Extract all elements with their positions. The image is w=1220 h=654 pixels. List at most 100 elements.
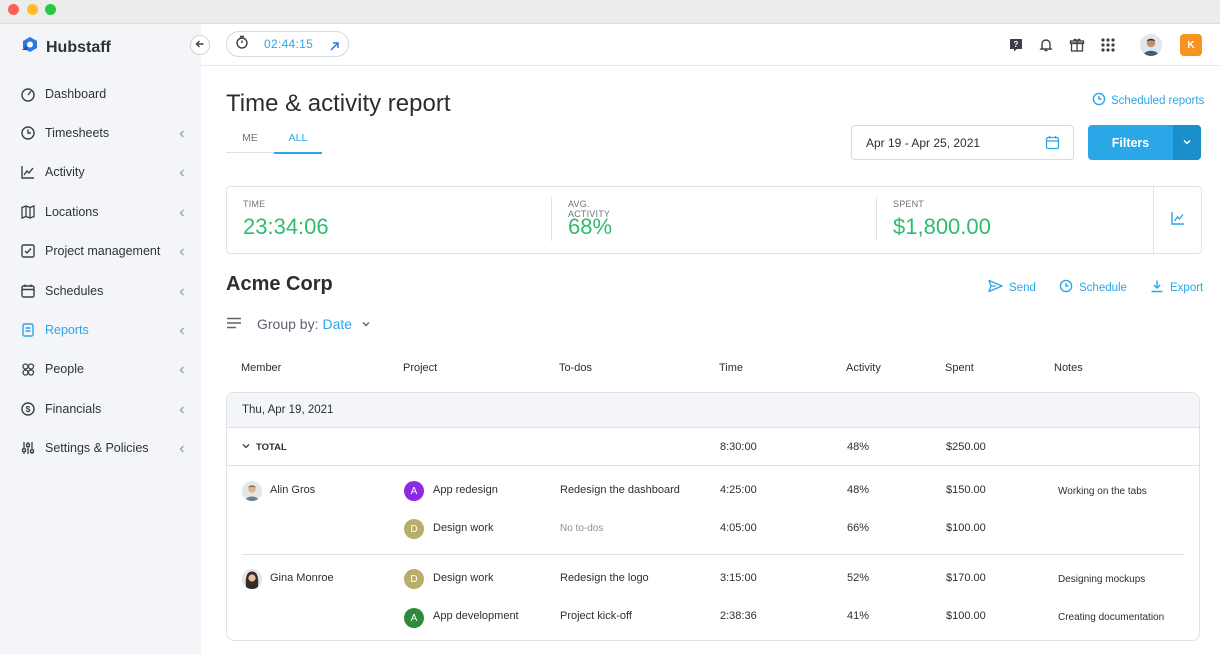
divider (876, 197, 877, 241)
collapse-sidebar-button[interactable] (190, 35, 210, 55)
sidebar-item-label: Dashboard (45, 86, 107, 101)
todo-name[interactable]: Redesign the logo (560, 572, 649, 584)
chevron-left-icon (177, 286, 187, 300)
list-icon (226, 316, 242, 332)
sidebar-item-activity[interactable]: Activity (0, 153, 201, 192)
todo-name[interactable]: Redesign the dashboard (560, 484, 680, 496)
sidebar-item-reports[interactable]: Reports (0, 310, 201, 349)
column-header-project[interactable]: Project (403, 362, 438, 374)
chevron-down-icon (361, 316, 371, 332)
sidebar-item-settings-policies[interactable]: Settings & Policies (0, 429, 201, 468)
column-header-time[interactable]: Time (719, 362, 744, 374)
apps-grid-icon[interactable] (1099, 36, 1117, 54)
row-time: 2:38:36 (720, 610, 757, 622)
chevron-left-icon (177, 246, 187, 260)
clock-icon (1092, 92, 1106, 109)
column-header-spent[interactable]: Spent (945, 362, 974, 374)
bell-icon[interactable] (1037, 36, 1055, 54)
total-label: TOTAL (256, 442, 287, 453)
sidebar-item-schedules[interactable]: Schedules (0, 271, 201, 310)
day-label: Thu, Apr 19, 2021 (242, 404, 334, 416)
filters-button[interactable]: Filters (1111, 135, 1150, 150)
tab-all[interactable]: ALL (274, 128, 322, 154)
row-note: Creating documentation (1058, 612, 1165, 623)
chevron-left-icon (177, 128, 187, 142)
row-time: 3:15:00 (720, 572, 757, 584)
sidebar-item-timesheets[interactable]: Timesheets (0, 113, 201, 152)
row-spent: $170.00 (946, 572, 986, 584)
project-name[interactable]: App development (433, 610, 519, 622)
scheduled-reports-link[interactable]: Scheduled reports (1092, 92, 1204, 109)
date-range-picker[interactable]: Apr 19 - Apr 25, 2021 (851, 125, 1074, 160)
project-name[interactable]: Design work (433, 522, 494, 534)
calendar-icon (1045, 135, 1060, 153)
time-tracker-widget[interactable]: 02:44:15 (226, 31, 349, 57)
sidebar-item-financials[interactable]: $ Financials (0, 389, 201, 428)
schedule-button[interactable]: Schedule (1059, 279, 1127, 296)
chevron-left-icon (177, 167, 187, 181)
project-badge: A (404, 481, 424, 501)
chevron-left-icon (177, 404, 187, 418)
window-minimize-button[interactable] (27, 4, 38, 15)
hubstaff-logo-icon (20, 36, 40, 59)
project-name[interactable]: Design work (433, 572, 494, 584)
sidebar-item-people[interactable]: People (0, 350, 201, 389)
summary-card: TIME 23:34:06 AVG. ACTIVITY 68% SPENT $1… (226, 186, 1202, 254)
export-button[interactable]: Export (1150, 279, 1203, 296)
filters-dropdown-button[interactable] (1173, 125, 1201, 160)
arrow-left-icon (195, 36, 205, 54)
schedule-label: Schedule (1079, 281, 1127, 294)
chart-toggle-button[interactable] (1153, 187, 1201, 253)
todo-name[interactable]: Project kick-off (560, 610, 632, 622)
arrow-up-right-icon[interactable] (329, 39, 340, 57)
date-range-value: Apr 19 - Apr 25, 2021 (866, 135, 981, 150)
spent-stat-value: $1,800.00 (893, 214, 991, 239)
divider (551, 197, 552, 241)
sidebar-item-label: Schedules (45, 283, 104, 298)
window-maximize-button[interactable] (45, 4, 56, 15)
activity-chart-icon (20, 164, 36, 180)
todo-name: No to-dos (560, 523, 604, 534)
column-header-activity[interactable]: Activity (846, 362, 881, 374)
sidebar-item-label: Activity (45, 165, 85, 180)
organization-title: Acme Corp (226, 273, 333, 295)
project-badge: A (404, 608, 424, 628)
svg-text:?: ? (1014, 40, 1019, 49)
row-activity: 66% (847, 522, 870, 534)
tab-me[interactable]: ME (242, 132, 258, 144)
column-header-member[interactable]: Member (241, 362, 282, 374)
svg-text:$: $ (26, 404, 31, 414)
send-button[interactable]: Send (988, 279, 1036, 296)
activity-stat-label: AVG. ACTIVITY (568, 199, 611, 219)
sidebar-item-dashboard[interactable]: Dashboard (0, 74, 201, 113)
sidebar-item-label: Financials (45, 401, 102, 416)
column-header-notes[interactable]: Notes (1054, 362, 1083, 374)
row-activity: 52% (847, 572, 870, 584)
avatar (242, 569, 262, 589)
sidebar-nav: Dashboard Timesheets Activity Locations (0, 74, 201, 468)
sidebar-item-label: Project management (45, 244, 161, 259)
time-stat-value: 23:34:06 (243, 214, 329, 239)
chevron-left-icon (177, 207, 187, 221)
calendar-icon (20, 283, 36, 299)
organization-badge[interactable]: K (1180, 34, 1202, 56)
stopwatch-icon (235, 35, 249, 54)
help-icon[interactable]: ? (1007, 36, 1025, 54)
app-logo[interactable]: Hubstaff (20, 36, 111, 59)
user-avatar[interactable] (1140, 34, 1162, 56)
people-icon (20, 361, 36, 377)
checkbox-icon (20, 243, 36, 259)
column-header-todos[interactable]: To-dos (559, 362, 593, 374)
sidebar-item-project-management[interactable]: Project management (0, 232, 201, 271)
total-row[interactable]: TOTAL 8:30:00 48% $250.00 (227, 428, 1199, 466)
sidebar-item-locations[interactable]: Locations (0, 192, 201, 231)
chevron-down-icon[interactable] (241, 441, 251, 454)
group-by-selector[interactable]: Group by: Date (226, 316, 371, 332)
sidebar: Hubstaff Dashboard Timesheets Activity (0, 24, 201, 654)
total-time: 8:30:00 (720, 441, 757, 453)
project-name[interactable]: App redesign (433, 484, 498, 496)
window-close-button[interactable] (8, 4, 19, 15)
group-by-label: Group by: (257, 316, 319, 332)
gift-icon[interactable] (1068, 36, 1086, 54)
sidebar-item-label: Timesheets (45, 126, 110, 141)
